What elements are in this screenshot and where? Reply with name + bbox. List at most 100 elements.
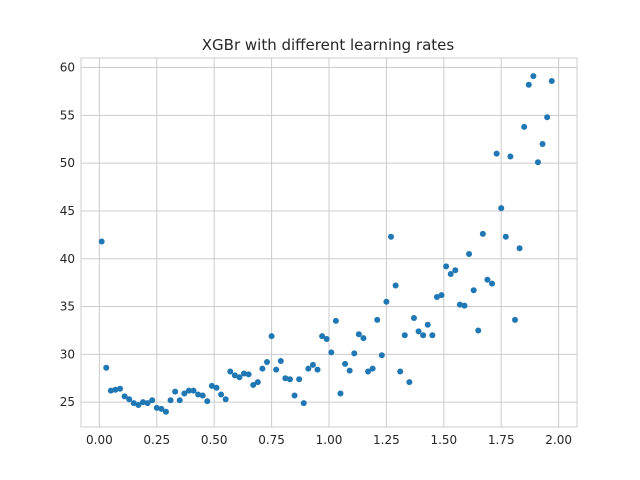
data-point	[268, 333, 275, 340]
data-point	[227, 368, 234, 375]
data-point	[245, 371, 252, 378]
data-point	[103, 364, 110, 371]
data-point	[231, 372, 238, 379]
data-point	[489, 280, 496, 287]
data-point	[461, 302, 468, 309]
x-tick-label: 2.00	[545, 433, 572, 447]
data-point	[112, 386, 119, 393]
grid-lines	[81, 58, 577, 427]
data-point	[98, 238, 105, 245]
data-point	[153, 404, 160, 411]
data-point	[447, 271, 454, 278]
data-point	[452, 267, 459, 274]
data-point	[130, 400, 137, 407]
data-point	[365, 368, 372, 375]
x-tick-label: 1.50	[430, 433, 457, 447]
data-point	[236, 374, 243, 381]
data-point	[470, 287, 477, 294]
plot-frame	[80, 57, 578, 428]
data-point	[525, 81, 532, 88]
data-point	[332, 317, 339, 324]
data-point	[534, 159, 541, 166]
data-point	[479, 230, 486, 237]
data-point	[360, 335, 367, 342]
data-point	[415, 328, 422, 335]
x-tick-label: 1.75	[488, 433, 515, 447]
data-point	[378, 352, 385, 359]
data-point	[502, 233, 509, 240]
y-axis-ticks: 25 30 35 40 45 50 55 60	[60, 61, 75, 410]
data-point	[121, 393, 128, 400]
data-point	[323, 336, 330, 343]
data-point	[208, 382, 215, 389]
data-point	[328, 349, 335, 356]
data-point	[498, 205, 505, 212]
y-tick-label: 35	[60, 300, 75, 314]
data-point	[135, 402, 142, 409]
data-point	[144, 400, 151, 407]
data-point	[438, 292, 445, 299]
data-point	[204, 398, 211, 405]
data-point	[282, 375, 289, 382]
data-point	[286, 376, 293, 383]
data-point	[126, 396, 133, 403]
x-tick-label: 0.75	[258, 433, 285, 447]
data-point	[277, 358, 284, 365]
y-tick-label: 60	[60, 61, 75, 75]
data-point	[530, 73, 537, 80]
data-point	[397, 368, 404, 375]
x-tick-label: 0.25	[143, 433, 170, 447]
data-point	[167, 397, 174, 404]
data-point	[309, 361, 316, 368]
data-point	[355, 331, 362, 338]
data-point	[291, 392, 298, 399]
x-tick-label: 1.25	[373, 433, 400, 447]
chart-title: XGBr with different learning rates	[202, 36, 455, 54]
data-point	[466, 250, 473, 257]
x-axis-ticks: 0.00 0.25 0.50 0.75 1.00 1.25 1.50 1.75 2.00	[86, 433, 572, 447]
data-point	[107, 387, 114, 394]
data-point	[369, 365, 376, 372]
x-tick-label: 1.00	[316, 433, 343, 447]
data-point	[254, 379, 261, 386]
data-point	[319, 333, 326, 340]
y-tick-label: 40	[60, 252, 75, 266]
data-point	[314, 366, 321, 373]
data-point	[337, 390, 344, 397]
data-point	[176, 397, 183, 404]
data-point	[420, 332, 427, 339]
y-tick-label: 45	[60, 204, 75, 218]
data-point	[259, 365, 266, 372]
data-point	[213, 384, 220, 391]
data-point	[433, 293, 440, 300]
data-point	[410, 315, 417, 322]
data-point	[158, 405, 165, 412]
data-point	[475, 327, 482, 334]
data-point	[429, 332, 436, 339]
data-point	[443, 263, 450, 270]
data-point	[300, 400, 307, 407]
data-point	[218, 391, 225, 398]
data-point	[388, 233, 394, 240]
data-point	[185, 387, 192, 394]
data-point	[512, 316, 518, 323]
x-tick-label: 0.00	[86, 433, 113, 447]
data-point	[140, 399, 146, 406]
data-point	[222, 396, 229, 403]
data-point	[516, 245, 523, 252]
data-point	[351, 350, 358, 357]
y-tick-label: 30	[60, 347, 75, 361]
data-point	[190, 387, 197, 394]
data-point	[264, 358, 270, 365]
data-points	[98, 73, 555, 415]
data-point	[544, 114, 551, 121]
x-tick-label: 0.50	[201, 433, 228, 447]
data-point	[342, 360, 349, 367]
data-point	[117, 385, 124, 392]
data-point	[507, 153, 514, 160]
data-point	[539, 141, 546, 148]
data-point	[181, 390, 188, 397]
